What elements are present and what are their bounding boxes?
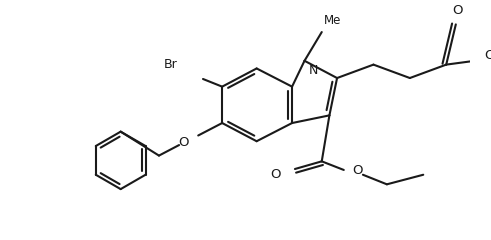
Text: O: O xyxy=(453,4,463,17)
Text: N: N xyxy=(308,64,318,77)
Text: O: O xyxy=(178,136,189,149)
Text: O: O xyxy=(485,48,491,61)
Text: O: O xyxy=(353,164,363,177)
Text: Br: Br xyxy=(164,58,177,71)
Text: O: O xyxy=(270,168,280,181)
Text: Me: Me xyxy=(324,14,341,27)
